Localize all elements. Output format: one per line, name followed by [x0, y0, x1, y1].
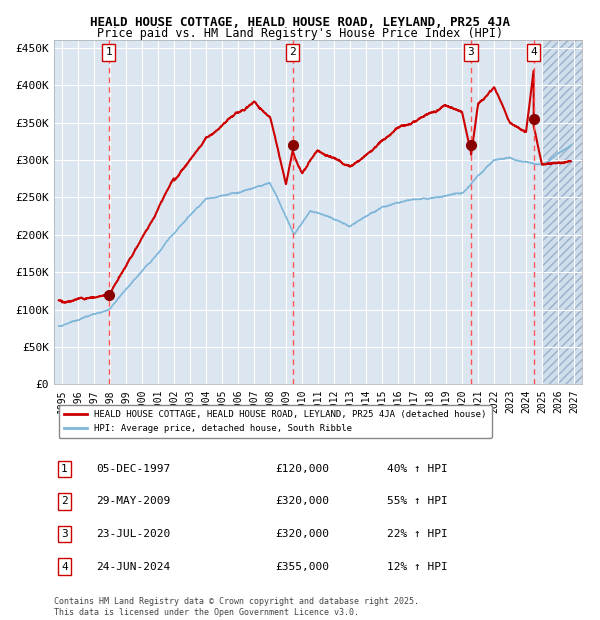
Text: 22% ↑ HPI: 22% ↑ HPI: [386, 529, 448, 539]
Text: £120,000: £120,000: [276, 464, 330, 474]
Text: 23-JUL-2020: 23-JUL-2020: [96, 529, 170, 539]
Bar: [542, 40, 587, 384]
Legend: HEALD HOUSE COTTAGE, HEALD HOUSE ROAD, LEYLAND, PR25 4JA (detached house), HPI: : HEALD HOUSE COTTAGE, HEALD HOUSE ROAD, L…: [59, 405, 491, 438]
Text: £320,000: £320,000: [276, 497, 330, 507]
Text: £320,000: £320,000: [276, 529, 330, 539]
Text: 2: 2: [61, 497, 68, 507]
Text: 3: 3: [61, 529, 68, 539]
Text: 3: 3: [467, 47, 475, 57]
Text: 1: 1: [61, 464, 68, 474]
Text: 4: 4: [530, 47, 537, 57]
Text: 12% ↑ HPI: 12% ↑ HPI: [386, 562, 448, 572]
Text: Contains HM Land Registry data © Crown copyright and database right 2025.
This d: Contains HM Land Registry data © Crown c…: [54, 598, 419, 617]
Text: HEALD HOUSE COTTAGE, HEALD HOUSE ROAD, LEYLAND, PR25 4JA: HEALD HOUSE COTTAGE, HEALD HOUSE ROAD, L…: [90, 16, 510, 29]
Text: 29-MAY-2009: 29-MAY-2009: [96, 497, 170, 507]
Text: 55% ↑ HPI: 55% ↑ HPI: [386, 497, 448, 507]
Bar: [542, 40, 587, 384]
Text: 4: 4: [61, 562, 68, 572]
Text: Price paid vs. HM Land Registry's House Price Index (HPI): Price paid vs. HM Land Registry's House …: [97, 27, 503, 40]
Text: £355,000: £355,000: [276, 562, 330, 572]
Text: 40% ↑ HPI: 40% ↑ HPI: [386, 464, 448, 474]
Text: 24-JUN-2024: 24-JUN-2024: [96, 562, 170, 572]
Text: 1: 1: [106, 47, 112, 57]
Text: 05-DEC-1997: 05-DEC-1997: [96, 464, 170, 474]
Text: 2: 2: [289, 47, 296, 57]
